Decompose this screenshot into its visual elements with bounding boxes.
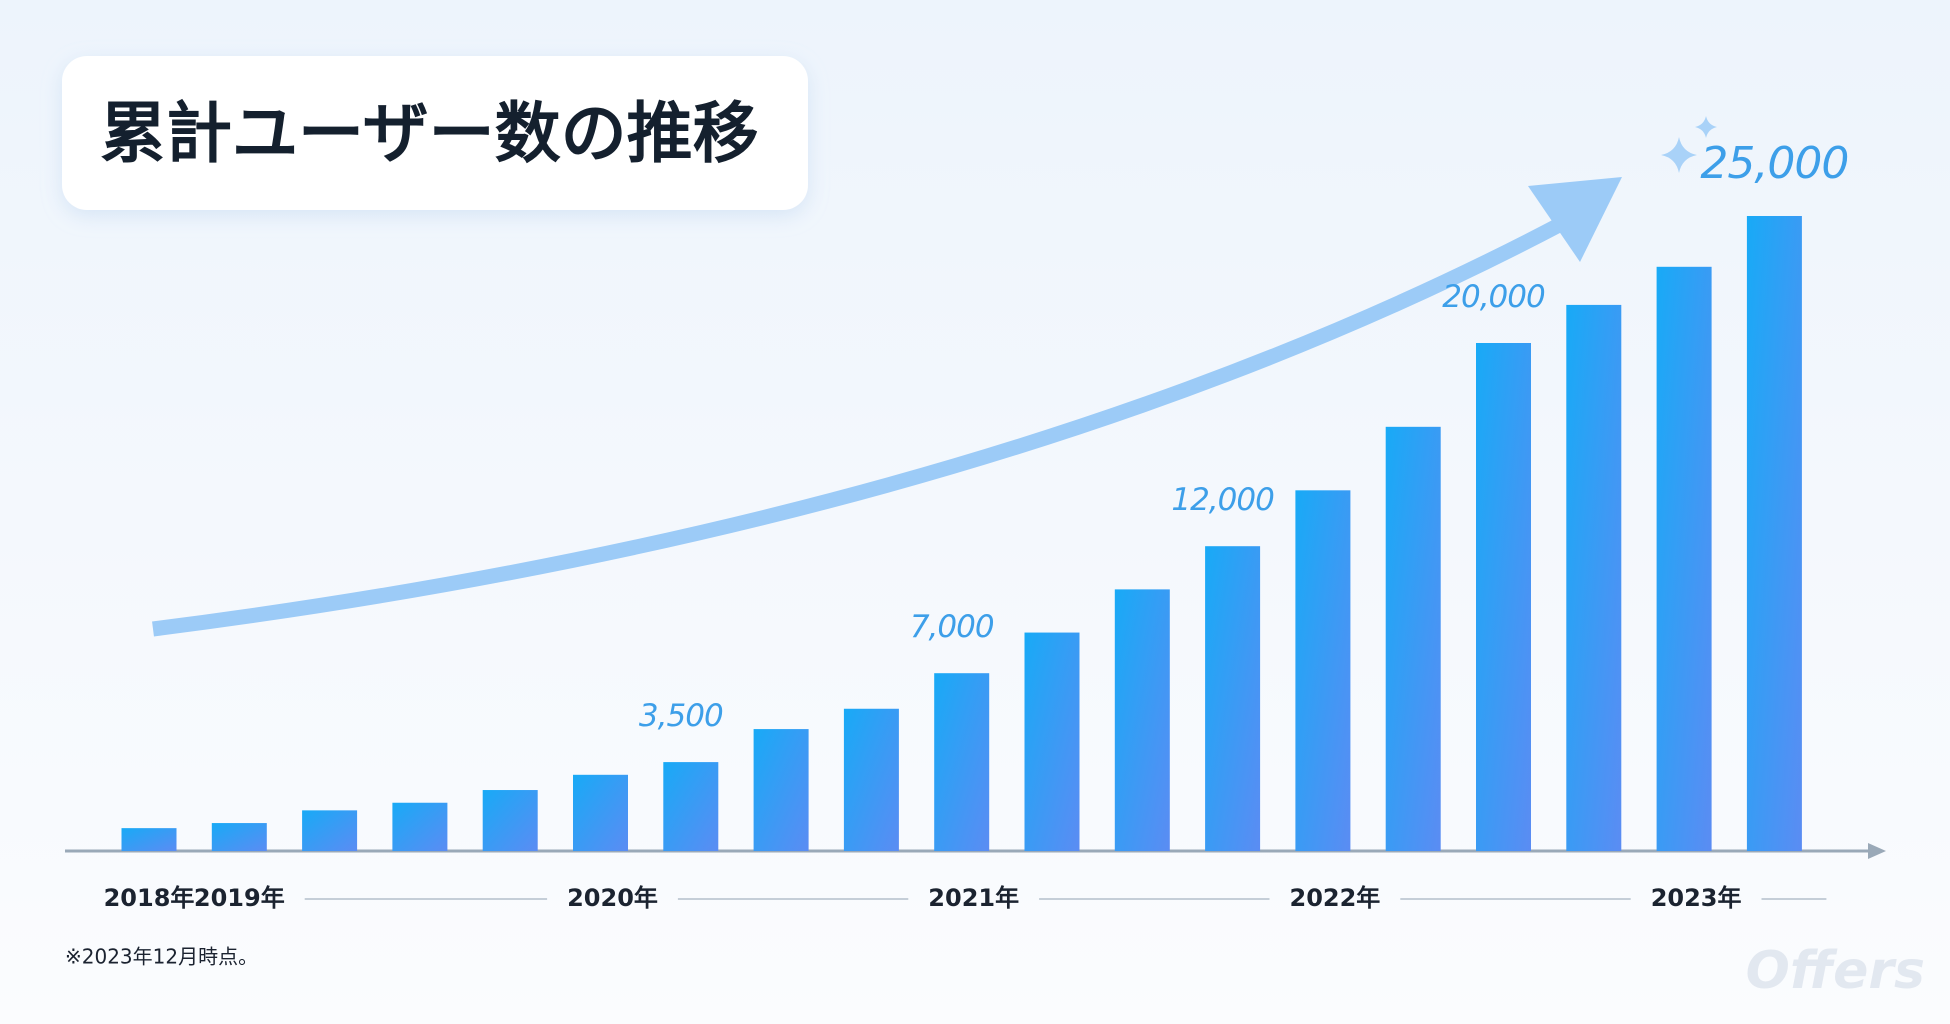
bar	[482, 790, 538, 851]
bar	[1385, 426, 1441, 851]
chart-title: 累計ユーザー数の推移	[100, 95, 759, 172]
sparkle	[1695, 116, 1717, 138]
value-label: 7,000	[910, 609, 994, 645]
footnote: ※2023年12月時点。	[65, 945, 258, 969]
bar	[121, 828, 177, 851]
bar	[1566, 304, 1622, 851]
x-tick-label: 2022年	[1290, 884, 1381, 912]
sparkle	[1661, 137, 1697, 173]
bar	[934, 673, 990, 851]
bar	[1114, 589, 1170, 851]
bar	[1746, 216, 1802, 851]
value-label: 3,500	[639, 698, 723, 734]
value-label: 20,000	[1442, 279, 1545, 315]
bar	[392, 802, 448, 851]
trend-arrow-head	[1528, 177, 1622, 262]
watermark: Offers	[1746, 941, 1925, 1001]
bar	[663, 762, 719, 851]
bar	[843, 708, 899, 851]
value-label: 12,000	[1171, 482, 1274, 518]
bar	[211, 823, 267, 851]
x-tick-label: 2019年	[194, 884, 285, 912]
x-tick-label: 2020年	[567, 884, 658, 912]
x-tick-label: 2023年	[1651, 884, 1742, 912]
bar	[1024, 632, 1080, 851]
bar	[1205, 546, 1261, 851]
trend-arrow	[152, 217, 1565, 637]
title-box	[62, 56, 808, 210]
x-axis-arrow	[1868, 843, 1886, 859]
bar	[1295, 490, 1351, 851]
x-tick-label: 2021年	[928, 884, 1019, 912]
bar	[753, 729, 809, 851]
value-label: 25,000	[1700, 138, 1848, 189]
bar	[1656, 266, 1712, 851]
bar	[1476, 343, 1531, 851]
plot-area: 2018年 2019年 2020年 3,500 7,000 2021年 12,000 2022…	[104, 138, 1850, 912]
x-tick-label: 2018年	[104, 884, 195, 912]
bar	[573, 774, 628, 851]
bar	[302, 810, 358, 851]
